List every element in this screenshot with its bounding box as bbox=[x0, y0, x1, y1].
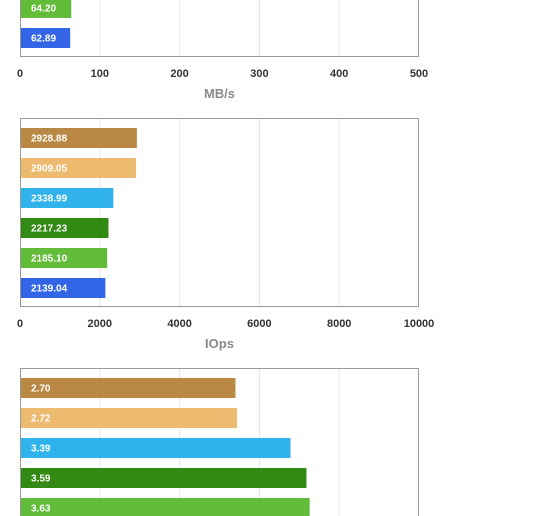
x-axis-title: IOps bbox=[205, 336, 234, 351]
bar-value-label: 2928.88 bbox=[31, 134, 68, 145]
x-tick-label: 6000 bbox=[247, 318, 271, 330]
bar-value-label: 2909.05 bbox=[31, 164, 68, 175]
plot-frame bbox=[20, 368, 419, 516]
x-tick-label: 10000 bbox=[404, 318, 435, 330]
chart-3: 2.70 2.72 3.39 3.59 3.63 bbox=[20, 368, 419, 516]
x-tick-label: 500 bbox=[410, 68, 428, 80]
x-tick-label: 400 bbox=[330, 68, 348, 80]
bar-value-label: 64.20 bbox=[31, 4, 56, 15]
bar-value-label: 62.89 bbox=[31, 34, 56, 45]
bar-value-label: 3.63 bbox=[31, 504, 51, 515]
x-tick-label: 200 bbox=[170, 68, 188, 80]
bar bbox=[21, 158, 137, 178]
bar-value-label: 2139.04 bbox=[31, 284, 68, 295]
bar bbox=[21, 438, 291, 458]
chart-1: 64.20 62.89 0 100 200 300 400 500 MB/s bbox=[17, 0, 428, 101]
x-tick-label: 8000 bbox=[327, 318, 351, 330]
bar-value-label: 2185.10 bbox=[31, 254, 68, 265]
bar-value-label: 2.72 bbox=[31, 414, 51, 425]
x-axis-title: MB/s bbox=[204, 86, 235, 101]
bar bbox=[21, 28, 71, 48]
bar bbox=[21, 128, 137, 148]
bar bbox=[21, 468, 307, 488]
x-tick-label: 300 bbox=[250, 68, 268, 80]
x-tick-label: 100 bbox=[91, 68, 109, 80]
bar bbox=[21, 498, 310, 516]
bar-value-label: 3.39 bbox=[31, 444, 51, 455]
bar bbox=[21, 408, 238, 428]
bar bbox=[21, 248, 108, 268]
bar-value-label: 2217.23 bbox=[31, 224, 68, 235]
x-tick-label: 0 bbox=[17, 318, 23, 330]
bar bbox=[21, 188, 114, 208]
plot-frame bbox=[20, 0, 419, 57]
bar-value-label: 2338.99 bbox=[31, 194, 68, 205]
x-tick-label: 0 bbox=[17, 68, 23, 80]
plot-frame bbox=[20, 118, 419, 307]
bar bbox=[21, 218, 109, 238]
bar bbox=[21, 378, 236, 398]
x-tick-label: 4000 bbox=[167, 318, 191, 330]
bar-value-label: 3.59 bbox=[31, 474, 51, 485]
bar-value-label: 2.70 bbox=[31, 384, 51, 395]
bar bbox=[21, 0, 72, 18]
chart-2: 2928.88 2909.05 2338.99 2217.23 2185.10 2139.… bbox=[17, 118, 434, 351]
bar bbox=[21, 278, 106, 298]
x-tick-label: 2000 bbox=[88, 318, 112, 330]
